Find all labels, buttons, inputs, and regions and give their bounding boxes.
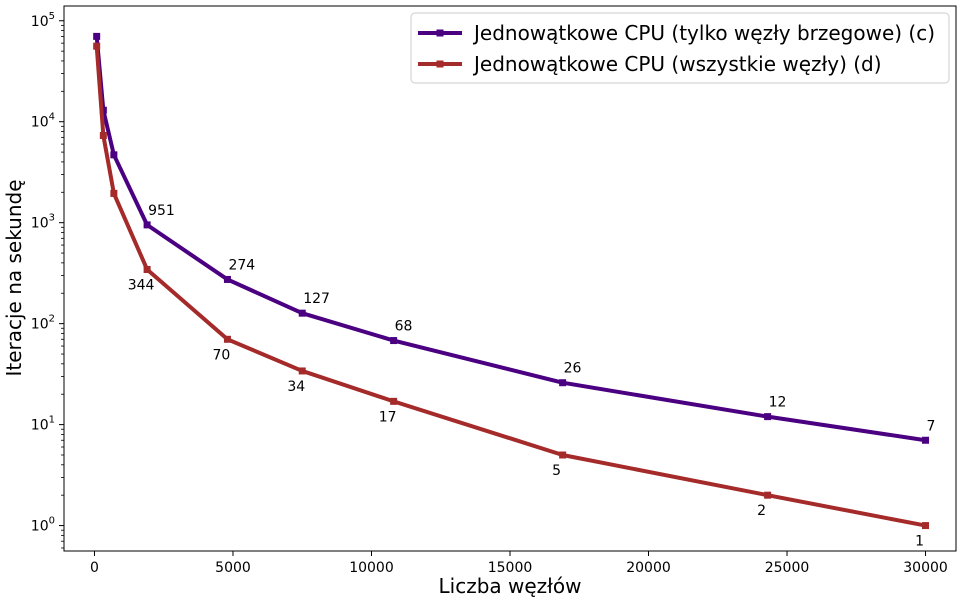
legend-entry: Jednowątkowe CPU (wszystkie węzły) (d) — [472, 52, 882, 76]
x-tick-label: 5000 — [215, 560, 251, 576]
legend: Jednowątkowe CPU (tylko węzły brzegowe) … — [410, 12, 950, 84]
x-tick-label: 20000 — [626, 560, 671, 576]
data-label: 344 — [128, 277, 155, 293]
legend-marker — [436, 60, 444, 68]
data-point — [143, 221, 151, 229]
series-line-2 — [94, 46, 926, 528]
series-line-1 — [94, 36, 926, 443]
x-tick-label: 0 — [90, 560, 99, 576]
data-label: 274 — [228, 257, 255, 273]
y-tick-label: 105 — [31, 11, 55, 30]
data-point — [223, 275, 231, 283]
y-tick-label: 102 — [31, 314, 55, 333]
data-label: 5 — [552, 463, 561, 479]
data-label: 7 — [927, 418, 936, 434]
data-label: 17 — [379, 409, 397, 425]
y-axis-title: Iteracje na sekundę — [2, 179, 26, 376]
data-point — [764, 491, 772, 499]
data-point — [764, 413, 772, 421]
data-point — [390, 397, 398, 405]
data-point — [390, 337, 398, 345]
data-point — [99, 132, 107, 140]
data-point — [922, 436, 930, 444]
data-point — [559, 451, 567, 459]
data-point — [298, 309, 306, 317]
data-label: 127 — [303, 291, 330, 307]
data-label: 2 — [757, 503, 766, 519]
data-point — [223, 335, 231, 343]
data-label: 70 — [213, 347, 231, 363]
data-label: 951 — [148, 203, 175, 219]
y-tick-label: 104 — [31, 112, 55, 131]
x-tick-label: 10000 — [349, 560, 394, 576]
data-label: 26 — [564, 361, 582, 377]
data-point — [922, 522, 930, 530]
data-point — [110, 189, 118, 197]
x-tick-label: 25000 — [765, 560, 810, 576]
data-label: 12 — [769, 395, 787, 411]
data-point — [559, 379, 567, 387]
y-tick-label: 103 — [31, 213, 55, 232]
data-point — [298, 367, 306, 375]
y-tick-label: 101 — [31, 415, 55, 434]
x-tick-label: 30000 — [903, 560, 948, 576]
data-point — [110, 151, 118, 159]
x-axis-title: Liczba węzłów — [439, 574, 582, 598]
data-point — [93, 32, 101, 40]
data-label: 34 — [287, 379, 305, 395]
data-point — [93, 42, 101, 50]
axes-layer: 0 5000 10000 15000 20000 25000 30000 100 101 102 1… — [31, 11, 948, 576]
data-label: 1 — [915, 534, 924, 550]
legend-entry: Jednowątkowe CPU (tylko węzły brzegowe) … — [472, 21, 935, 45]
data-label: 68 — [395, 319, 413, 335]
legend-box — [410, 12, 950, 84]
data-point — [143, 265, 151, 273]
x-tick-label: 15000 — [488, 560, 533, 576]
y-tick-label: 100 — [31, 516, 55, 535]
legend-marker — [436, 29, 444, 37]
